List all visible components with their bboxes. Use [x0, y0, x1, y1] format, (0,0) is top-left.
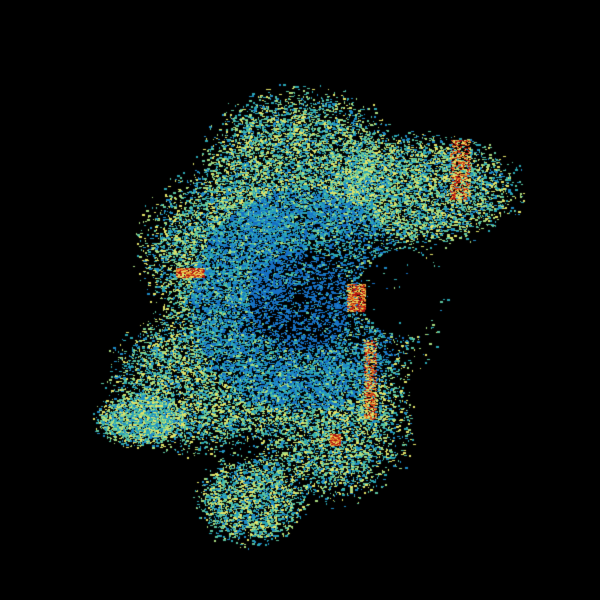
point-cloud-visualization [0, 0, 600, 600]
